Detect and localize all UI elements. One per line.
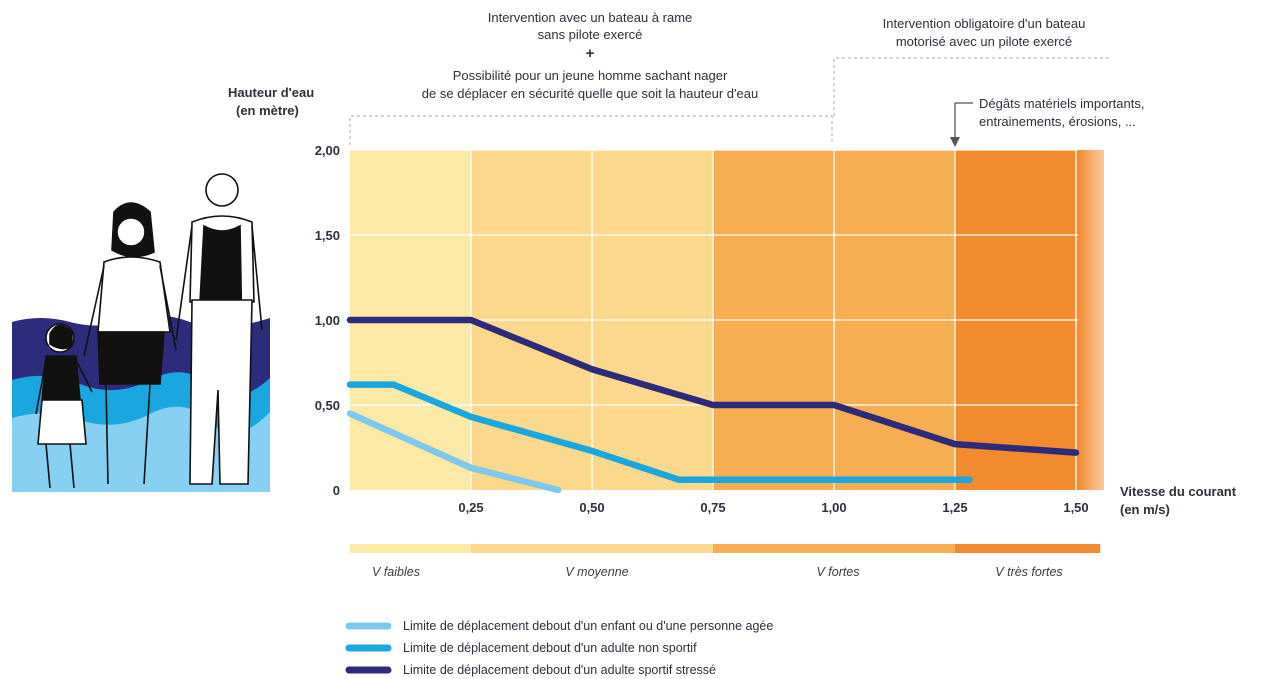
x-tick-label: 1,00 <box>821 500 846 515</box>
y-tick-label: 0,50 <box>315 398 340 413</box>
left-annotation-line2: sans pilote exercé <box>538 27 643 42</box>
speed-band-2 <box>471 544 713 553</box>
left-annotation-plus: + <box>586 45 595 62</box>
x-tick-label: 1,50 <box>1063 500 1088 515</box>
right-annotation-line2: motorisé avec un pilote exercé <box>896 34 1072 49</box>
y-tick-label: 0 <box>333 483 340 498</box>
speed-band-label: V faibles <box>372 565 420 579</box>
speed-band-1 <box>350 544 471 553</box>
speed-band-label: V fortes <box>816 565 859 579</box>
damage-annotation-line1: Dégâts matériels importants, <box>979 96 1144 111</box>
y-axis-title-line2: (en mètre) <box>236 103 299 118</box>
x-tick-label: 0,50 <box>579 500 604 515</box>
series-line-3 <box>346 316 1080 456</box>
y-axis-ticks: 0 0,50 1,00 1,50 2,00 <box>315 143 340 498</box>
legend-label-2: Limite de déplacement debout d'un adulte… <box>403 641 697 655</box>
y-tick-label: 1,50 <box>315 228 340 243</box>
y-tick-label: 2,00 <box>315 143 340 158</box>
legend-label-3: Limite de déplacement debout d'un adulte… <box>403 663 716 677</box>
legend: Limite de déplacement debout d'un enfant… <box>345 619 773 677</box>
x-axis-title-line2: (en m/s) <box>1120 502 1170 517</box>
series-line-1 <box>346 410 562 494</box>
speed-band-label: V très fortes <box>995 565 1062 579</box>
damage-arrow-head <box>950 137 960 147</box>
right-annotation-line1: Intervention obligatoire d'un bateau <box>883 16 1086 31</box>
left-annotation-line1: Intervention avec un bateau à rame <box>488 10 693 25</box>
left-annotation-line3: Possibilité pour un jeune homme sachant … <box>453 68 728 83</box>
series-group <box>346 316 1080 494</box>
right-annotation-bracket <box>833 57 1110 116</box>
zone-edge-fade <box>1078 150 1104 490</box>
x-axis-ticks: 0,25 0,50 0,75 1,00 1,25 1,50 <box>458 500 1088 515</box>
left-annotation-bracket <box>349 115 833 145</box>
speed-band-4 <box>955 544 1101 553</box>
speed-bands: V faibles V moyenne V fortes V très fortes <box>350 544 1101 579</box>
family-wading-in-water-icon <box>12 173 270 492</box>
x-tick-label: 0,25 <box>458 500 483 515</box>
damage-annotation-line2: entrainements, érosions, ... <box>979 114 1136 129</box>
x-tick-label: 1,25 <box>942 500 967 515</box>
x-axis-title-line1: Vitesse du courant <box>1120 484 1237 499</box>
speed-band-3 <box>713 544 955 553</box>
speed-band-label: V moyenne <box>565 565 628 579</box>
left-annotation-line4: de se déplacer en sécurité quelle que so… <box>422 86 758 101</box>
y-axis-title-line1: Hauteur d'eau <box>228 85 314 100</box>
y-tick-label: 1,00 <box>315 313 340 328</box>
grid <box>350 149 1078 490</box>
series-line-2 <box>346 381 973 484</box>
x-tick-label: 0,75 <box>700 500 725 515</box>
legend-label-1: Limite de déplacement debout d'un enfant… <box>403 619 773 633</box>
